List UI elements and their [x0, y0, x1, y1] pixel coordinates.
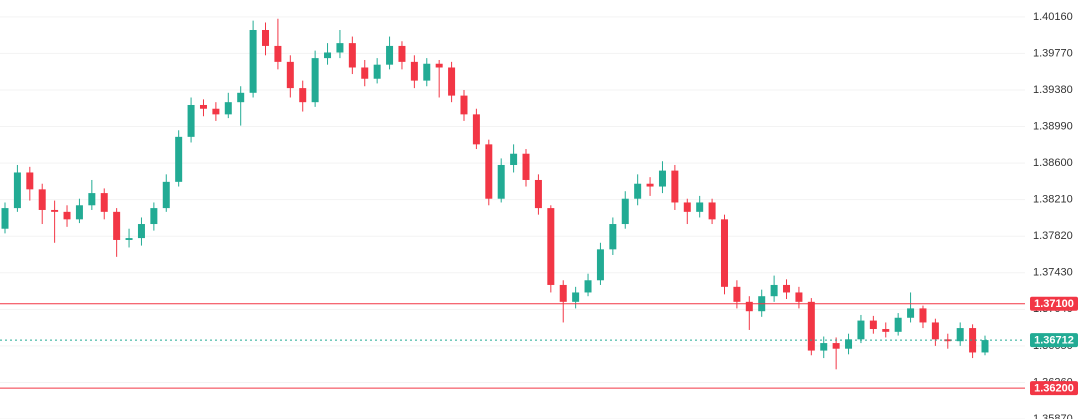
price-label: 1.37100 — [1034, 298, 1074, 310]
candle-body — [299, 88, 307, 103]
candle-body — [485, 144, 493, 199]
y-tick-label: 1.35870 — [1033, 413, 1073, 419]
candle-body — [324, 52, 332, 59]
candle-body — [274, 45, 282, 62]
candle-body — [448, 67, 456, 96]
candle-body — [13, 172, 21, 209]
candle-body — [559, 284, 567, 302]
candle-body — [38, 189, 46, 210]
candle-body — [175, 136, 183, 182]
candle-body — [510, 153, 518, 165]
y-tick-label: 1.37430 — [1033, 267, 1073, 279]
price-label-box — [1030, 333, 1078, 348]
candle-body — [783, 284, 791, 293]
candle-body — [609, 224, 617, 250]
candle-body — [770, 284, 778, 297]
candle-body — [919, 308, 927, 323]
price-label: 1.36200 — [1034, 382, 1074, 394]
candle-body — [596, 249, 604, 281]
candle-body — [658, 170, 666, 187]
candle-body — [621, 198, 629, 225]
candle-body — [869, 320, 877, 330]
candle-body — [398, 45, 406, 62]
candle-body — [150, 208, 158, 225]
candle-body — [907, 308, 915, 318]
candle-body — [646, 183, 654, 187]
candle-body — [683, 202, 691, 212]
candle-body — [137, 224, 145, 239]
candle-body — [386, 45, 394, 65]
candle-body — [832, 343, 840, 349]
candle-body — [88, 193, 96, 206]
candle-body — [336, 43, 344, 53]
candle-body — [795, 292, 803, 302]
candle-body — [572, 292, 580, 302]
candle-body — [460, 95, 468, 115]
candle-body — [696, 202, 704, 212]
candle-body — [745, 301, 753, 312]
candle-body — [956, 328, 964, 342]
candle-body — [435, 63, 443, 68]
candle-body — [894, 317, 902, 332]
candle-body — [224, 102, 232, 115]
candle-body — [51, 209, 59, 212]
candle-body — [373, 64, 381, 79]
y-tick-label: 1.37820 — [1033, 230, 1073, 242]
candle-body — [187, 104, 195, 137]
candle-body — [857, 320, 865, 340]
candle-body — [237, 92, 245, 103]
candle-body — [547, 208, 555, 285]
candle-body — [100, 193, 108, 212]
y-tick-label: 1.38990 — [1033, 120, 1073, 132]
y-tick-label: 1.39380 — [1033, 84, 1073, 96]
candle-body — [162, 181, 170, 209]
price-label: 1.36712 — [1034, 334, 1074, 346]
candle-body — [634, 183, 642, 199]
candle-body — [410, 61, 418, 81]
candle-body — [262, 29, 270, 46]
y-tick-label: 1.38210 — [1033, 194, 1073, 206]
candle-body — [807, 301, 815, 351]
candle-body — [522, 153, 530, 180]
candle-body — [311, 58, 319, 103]
candle-body — [26, 172, 34, 190]
candle-body — [931, 322, 939, 340]
candle-body — [199, 104, 207, 109]
candle-body — [113, 211, 121, 240]
price-label-box — [1030, 296, 1078, 311]
candle-body — [286, 61, 294, 89]
candle-body — [212, 108, 220, 115]
candle-body — [75, 205, 83, 220]
candle-body — [845, 339, 853, 349]
candle-body — [534, 179, 542, 209]
candle-body — [423, 63, 431, 81]
candle-body — [63, 211, 71, 220]
candle-body — [249, 29, 257, 93]
candle-body — [820, 343, 828, 351]
candle-body — [472, 114, 480, 145]
y-tick-label: 1.39770 — [1033, 47, 1073, 59]
candle-body — [348, 43, 356, 68]
candle-body — [1, 208, 9, 229]
candle-body — [720, 219, 728, 287]
candle-body — [125, 238, 133, 240]
price-label-box — [1030, 381, 1078, 396]
candle-body — [981, 340, 989, 353]
y-tick-label: 1.40160 — [1033, 11, 1073, 23]
candle-body — [361, 67, 369, 79]
candle-body — [671, 170, 679, 203]
candle-body — [882, 329, 890, 332]
candle-body — [969, 328, 977, 353]
candle-body — [584, 280, 592, 293]
candle-body — [733, 286, 741, 302]
y-tick-label: 1.38600 — [1033, 157, 1073, 169]
candle-body — [497, 164, 505, 199]
candle-body — [708, 202, 716, 220]
candle-body — [944, 339, 952, 342]
